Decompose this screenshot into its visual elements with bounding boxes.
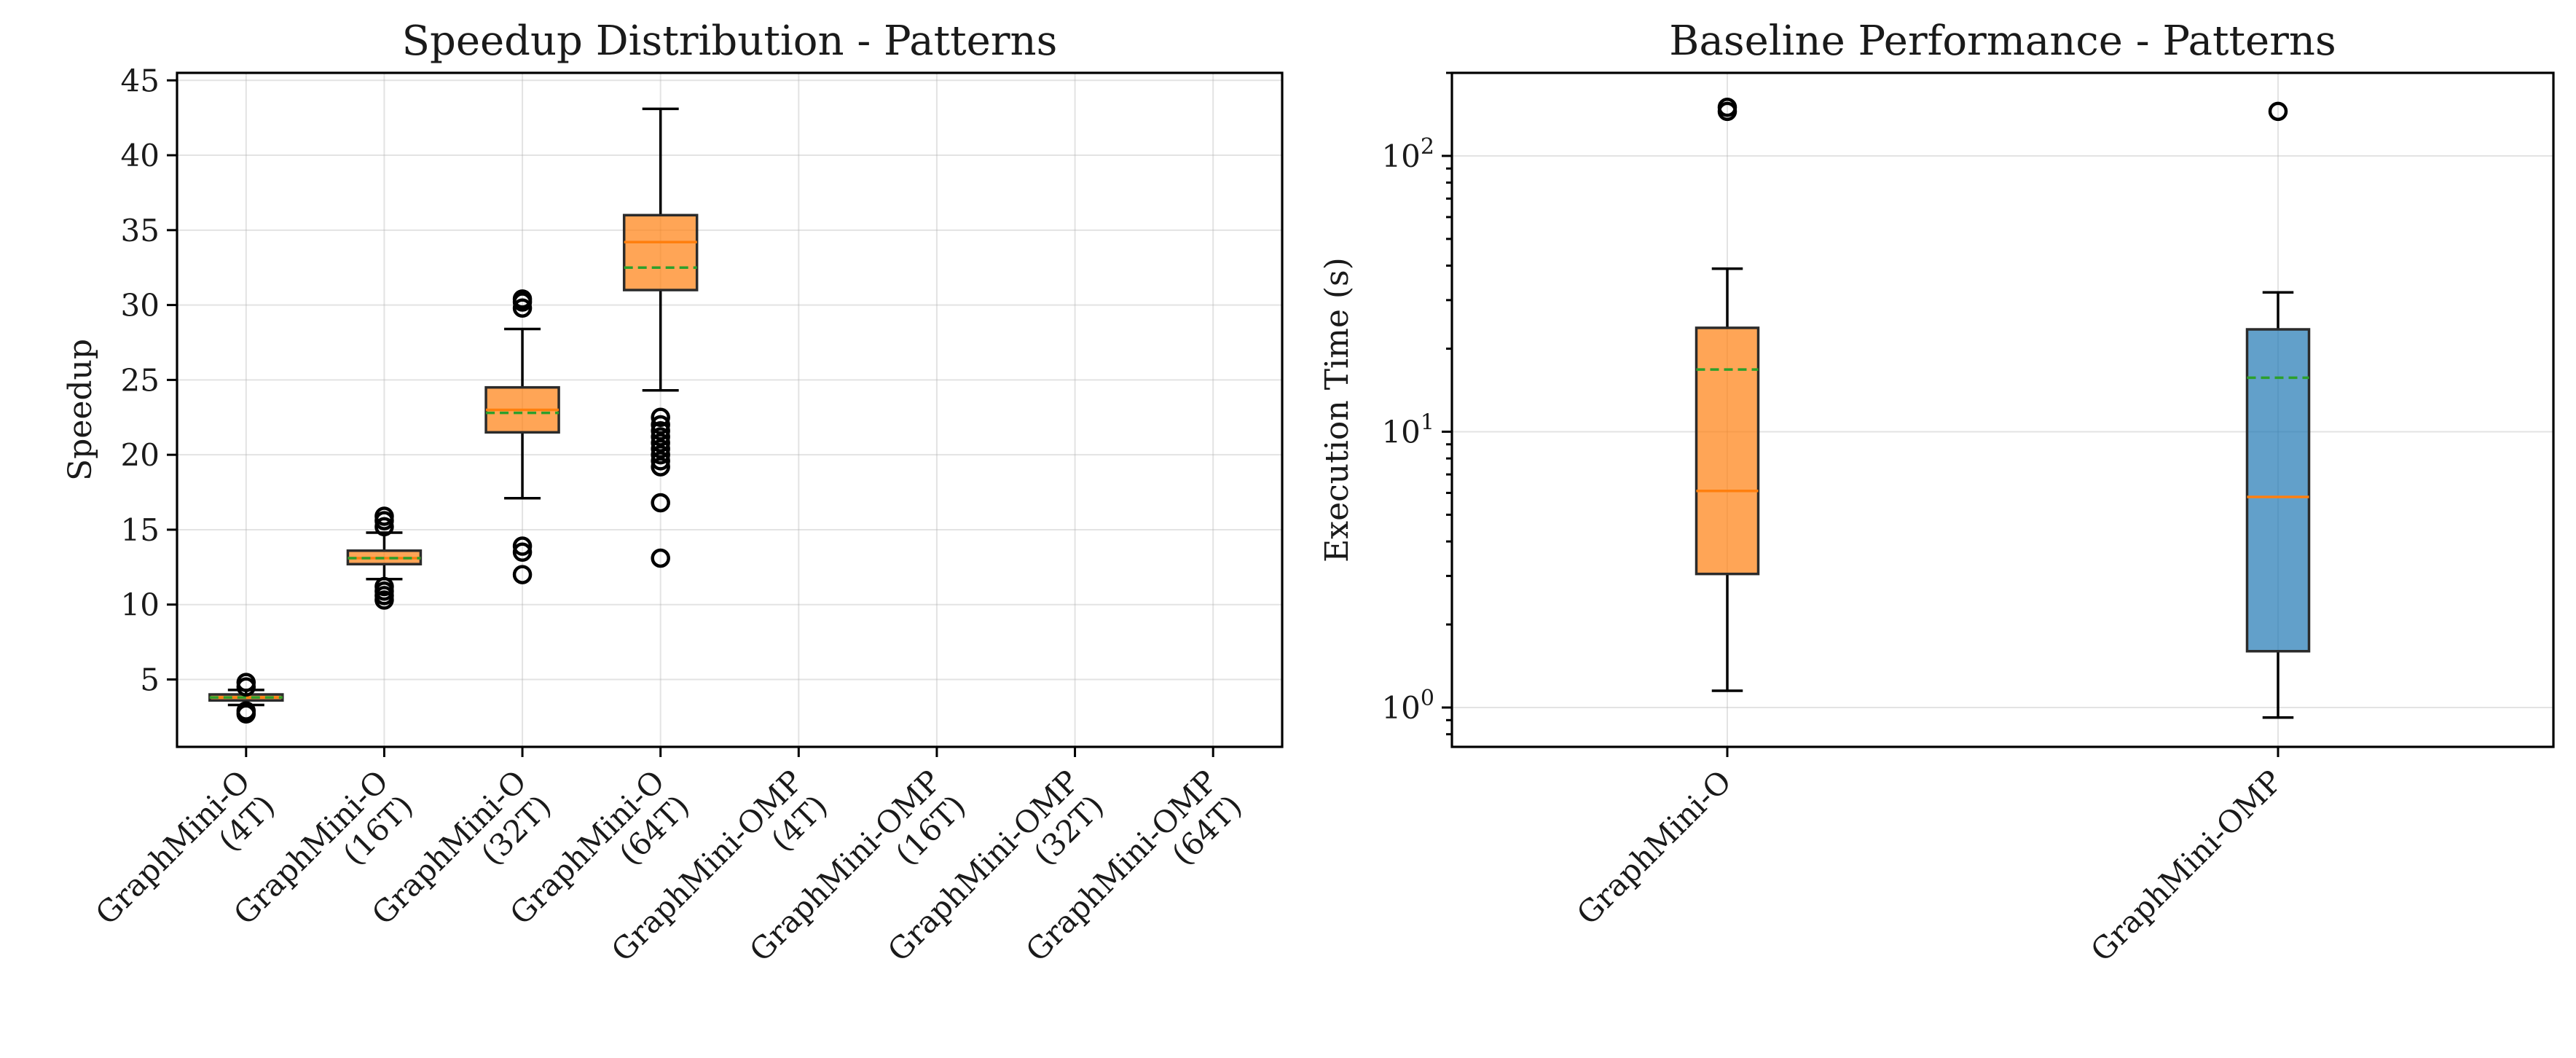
baseline-chart: 100 101 102 GraphMini-O GraphMini-OMP Baselin… [1319,17,2555,968]
outlier-point [651,493,670,513]
box [622,213,699,291]
axes-frame [176,71,1284,748]
y-tick-label: 10 [121,587,160,623]
y-axis-label: Execution Time (s) [1319,257,1356,563]
outlier-point [651,433,670,452]
y-tick-label: 35 [121,213,160,248]
outlier-point [651,457,670,477]
outlier-point [236,673,256,692]
outlier-point [651,427,670,447]
y-tick-label: 20 [121,437,160,473]
y-tick-label: 100 [1381,686,1434,726]
outlier-point [374,576,394,597]
outlier-point [651,444,670,465]
outlier-point [374,506,394,526]
outlier-point [651,548,670,568]
outlier-point [512,565,533,584]
outlier-point [512,536,533,556]
outlier-point [651,415,670,435]
y-tick-label: 15 [121,512,160,548]
x-tick-label: GraphMini-OMP [2084,763,2289,968]
outlier-point [651,451,670,471]
outlier-point [2268,101,2288,122]
y-tick-label: 40 [121,138,160,173]
chart-title: Speedup Distribution - Patterns [402,17,1058,65]
speedup-chart: 51015202530354045GraphMini-O(4T)GraphMin… [62,17,1284,968]
outlier-point [512,298,533,318]
chart-title: Baseline Performance - Patterns [1669,17,2336,65]
outlier-point [1717,98,1737,117]
y-tick-label: 25 [121,362,160,398]
box [1695,326,1760,576]
outlier-point [651,407,670,428]
y-tick-label: 5 [140,662,160,698]
y-tick-label: 30 [121,288,160,324]
outlier-point [512,542,533,563]
y-tick-label: 45 [121,63,160,98]
outlier-point [651,421,670,441]
axes-frame [1450,71,2555,748]
y-tick-label: 101 [1381,410,1434,450]
outlier-point [374,517,394,537]
outlier-point [512,289,533,309]
outlier-point [236,701,256,721]
y-tick-label: 102 [1381,134,1434,174]
box [2245,328,2311,653]
x-tick-label: GraphMini-O [1570,763,1738,931]
y-axis-label: Speedup [62,339,99,481]
outlier-point [651,439,670,459]
